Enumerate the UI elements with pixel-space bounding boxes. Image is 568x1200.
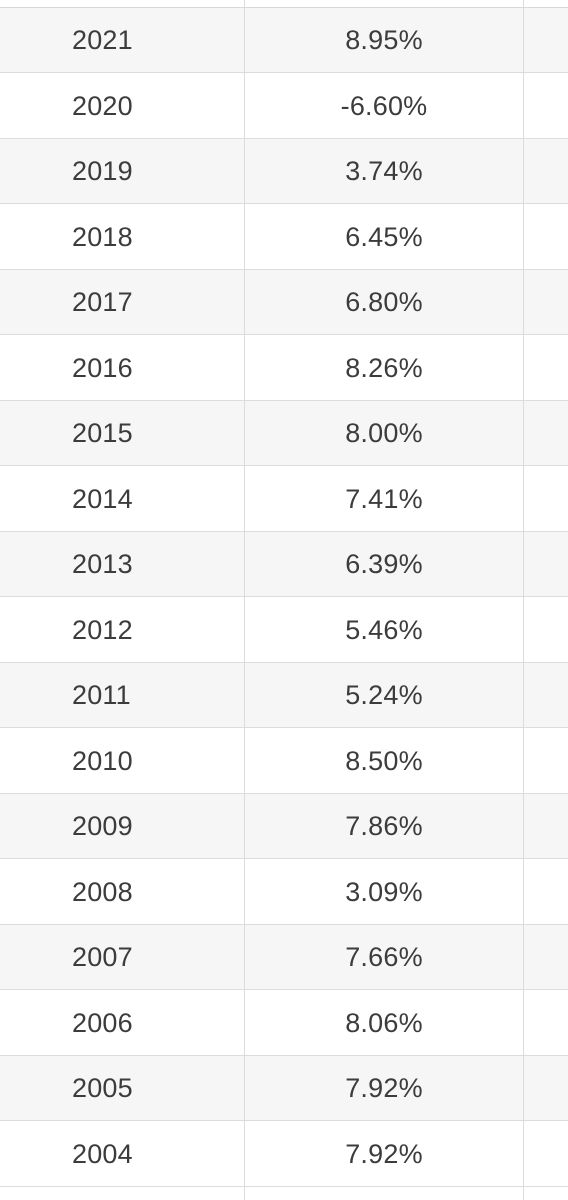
rate-cell[interactable]: 6.80% — [345, 287, 423, 317]
table-row[interactable]: 2021 8.95% — [0, 8, 568, 73]
table-row[interactable]: 2011 5.24% — [0, 663, 568, 728]
year-cell[interactable]: 2013 — [72, 549, 133, 579]
year-cell[interactable]: 2021 — [72, 25, 133, 55]
empty-cell[interactable] — [524, 663, 568, 727]
table-row[interactable]: 2007 7.66% — [0, 925, 568, 990]
year-cell[interactable]: 2004 — [72, 1138, 133, 1169]
empty-cell[interactable] — [524, 532, 568, 596]
empty-cell[interactable] — [524, 991, 568, 1055]
table-row[interactable]: 2013 6.39% — [0, 532, 568, 597]
table-row[interactable]: 2004 7.92% — [0, 1121, 568, 1187]
rate-cell[interactable]: 6.45% — [345, 221, 423, 252]
table-row[interactable]: 2019 3.74% — [0, 139, 568, 204]
empty-cell[interactable] — [524, 270, 568, 334]
year-cell[interactable]: 2016 — [72, 352, 133, 383]
year-cell[interactable]: 2007 — [72, 942, 133, 972]
table-row[interactable]: 2016 8.26% — [0, 335, 568, 401]
empty-cell[interactable] — [524, 74, 568, 138]
table-row[interactable]: 2012 5.46% — [0, 597, 568, 663]
rate-cell[interactable]: 7.66% — [345, 942, 423, 972]
column-divider — [523, 0, 524, 1200]
table-row[interactable]: 2010 8.50% — [0, 728, 568, 794]
rate-cell[interactable]: 8.26% — [345, 352, 423, 383]
rate-cell[interactable]: 8.50% — [345, 745, 423, 776]
table-row[interactable]: 2017 6.80% — [0, 270, 568, 335]
empty-cell[interactable] — [524, 139, 568, 203]
column-divider — [244, 0, 245, 1200]
rate-cell[interactable]: 6.39% — [345, 549, 423, 579]
empty-cell[interactable] — [524, 1056, 568, 1120]
year-cell[interactable]: 2012 — [72, 614, 133, 645]
table-row[interactable]: 2020 -6.60% — [0, 73, 568, 139]
year-cell[interactable]: 2006 — [72, 1007, 133, 1038]
rate-cell[interactable]: 8.95% — [345, 25, 423, 55]
year-cell[interactable]: 2010 — [72, 745, 133, 776]
table-row[interactable]: 2008 3.09% — [0, 859, 568, 925]
table-row[interactable]: 2014 7.41% — [0, 466, 568, 532]
rate-cell[interactable]: 8.00% — [345, 418, 423, 448]
year-cell[interactable]: 2009 — [72, 811, 133, 841]
table-row[interactable]: 2015 8.00% — [0, 401, 568, 466]
rate-cell[interactable]: 7.41% — [345, 483, 423, 514]
rate-cell[interactable]: 7.86% — [345, 811, 423, 841]
empty-cell[interactable] — [524, 860, 568, 924]
year-cell[interactable]: 2014 — [72, 483, 133, 514]
empty-cell[interactable] — [524, 925, 568, 989]
empty-cell[interactable] — [524, 729, 568, 793]
table-row[interactable]: 2006 8.06% — [0, 990, 568, 1056]
empty-cell[interactable] — [524, 8, 568, 72]
year-cell[interactable]: 2017 — [72, 287, 133, 317]
year-cell[interactable]: 2008 — [72, 876, 133, 907]
empty-cell[interactable] — [524, 205, 568, 269]
year-cell[interactable]: 2019 — [72, 156, 133, 186]
table-row[interactable]: 2009 7.86% — [0, 794, 568, 859]
rate-cell[interactable]: 8.06% — [345, 1007, 423, 1038]
year-cell[interactable]: 2011 — [72, 680, 131, 710]
rate-cell[interactable]: 7.92% — [345, 1138, 423, 1169]
year-cell[interactable]: 2015 — [72, 418, 133, 448]
table-row[interactable]: 2018 6.45% — [0, 204, 568, 270]
table-top-edge — [0, 0, 568, 8]
rate-cell[interactable]: 3.09% — [345, 876, 423, 907]
table-row[interactable]: 2005 7.92% — [0, 1056, 568, 1121]
year-cell[interactable]: 2005 — [72, 1073, 133, 1103]
empty-cell[interactable] — [524, 598, 568, 662]
empty-cell[interactable] — [524, 336, 568, 400]
empty-cell[interactable] — [524, 401, 568, 465]
empty-cell[interactable] — [524, 794, 568, 858]
rate-cell[interactable]: 5.24% — [345, 680, 423, 710]
rate-cell[interactable]: -6.60% — [340, 90, 428, 121]
empty-cell[interactable] — [524, 1122, 568, 1186]
empty-cell[interactable] — [524, 467, 568, 531]
year-cell[interactable]: 2020 — [72, 90, 133, 121]
rate-cell[interactable]: 5.46% — [345, 614, 423, 645]
rate-cell[interactable]: 7.92% — [345, 1073, 423, 1103]
year-cell[interactable]: 2018 — [72, 221, 133, 252]
rate-cell[interactable]: 3.74% — [345, 156, 423, 186]
